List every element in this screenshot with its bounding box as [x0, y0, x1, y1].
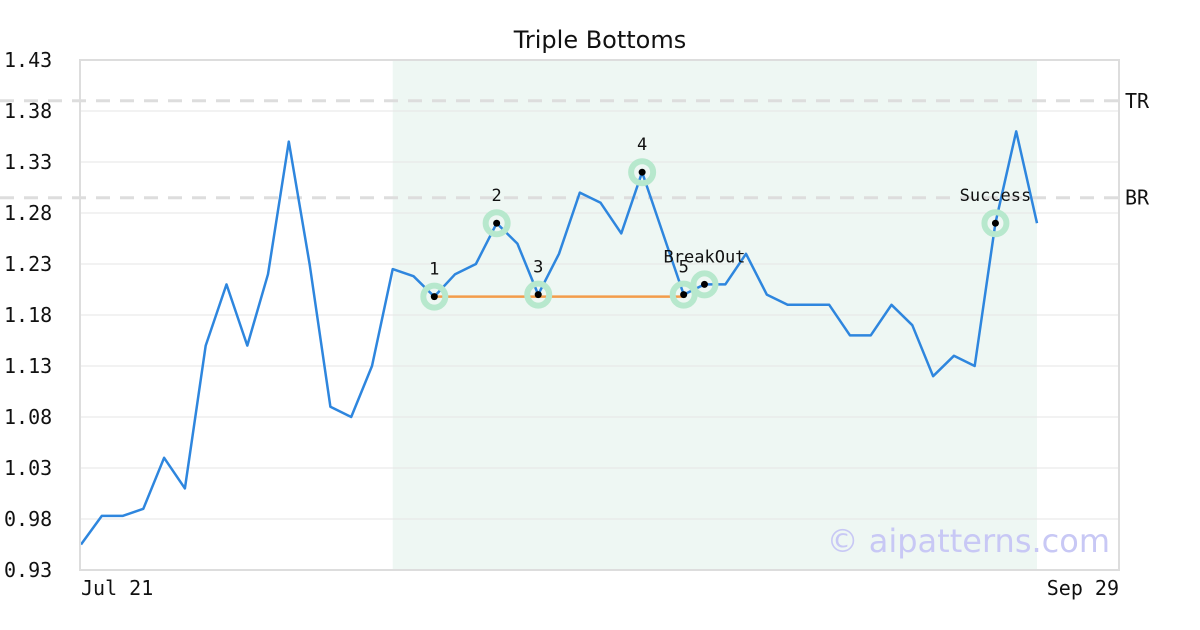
annotation-label: 1: [429, 260, 439, 280]
reference-lines: TR BR: [0, 89, 1150, 210]
annotation-label: 2: [492, 186, 502, 206]
reference-line-label: TR: [1125, 89, 1150, 113]
annotation-marker-dot: [430, 293, 438, 301]
annotation-marker-dot: [638, 168, 646, 176]
y-tick-label: 1.28: [4, 201, 52, 225]
y-tick-label: 1.33: [4, 150, 52, 174]
annotation-marker-dot: [991, 219, 999, 227]
annotation-marker-ring: [690, 270, 719, 299]
y-tick-label: 1.08: [4, 405, 52, 429]
annotation-marker-dot: [700, 280, 708, 288]
y-tick-label: 0.93: [4, 558, 52, 582]
annotation-marker-ring: [482, 209, 511, 238]
annotation-label: 5: [679, 258, 689, 278]
y-tick-label: 1.43: [4, 48, 52, 72]
x-tick-label-end: Sep 29: [1047, 576, 1119, 600]
series-group: [79, 130, 1039, 546]
annotation-label: 3: [533, 258, 543, 278]
reference-line-label: BR: [1125, 186, 1150, 210]
annotation-label: BreakOut: [664, 247, 746, 267]
x-axis-ticks: Jul 21 Sep 29: [81, 576, 1119, 600]
watermark: © aipatterns.com: [827, 522, 1110, 560]
plot-frame: [79, 59, 1120, 571]
annotation-marker-ring: [628, 158, 657, 187]
y-tick-label: 0.98: [4, 507, 52, 531]
series-line: [79, 130, 1039, 546]
annotation-marker-dot: [534, 291, 542, 299]
annotation-marker-ring: [524, 280, 553, 309]
y-tick-label: 1.18: [4, 303, 52, 327]
annotation-label: 4: [637, 135, 647, 155]
annotation-marker-ring: [420, 282, 449, 311]
annotation-marker-ring: [669, 280, 698, 309]
annotation-marker-dot: [493, 219, 501, 227]
chart-title: Triple Bottoms: [513, 26, 687, 54]
y-axis-ticks: 1.43 1.38 1.33 1.28 1.23 1.18 1.13 1.08 1.03 0.98…: [4, 48, 52, 582]
y-tick-label: 1.38: [4, 99, 52, 123]
x-tick-label-start: Jul 21: [81, 576, 153, 600]
y-tick-label: 1.13: [4, 354, 52, 378]
annotation-marker-ring: [981, 209, 1010, 238]
annotation-label: Success: [960, 186, 1032, 206]
y-tick-label: 1.03: [4, 456, 52, 480]
y-tick-label: 1.23: [4, 252, 52, 276]
annotation-marker-dot: [680, 291, 688, 299]
